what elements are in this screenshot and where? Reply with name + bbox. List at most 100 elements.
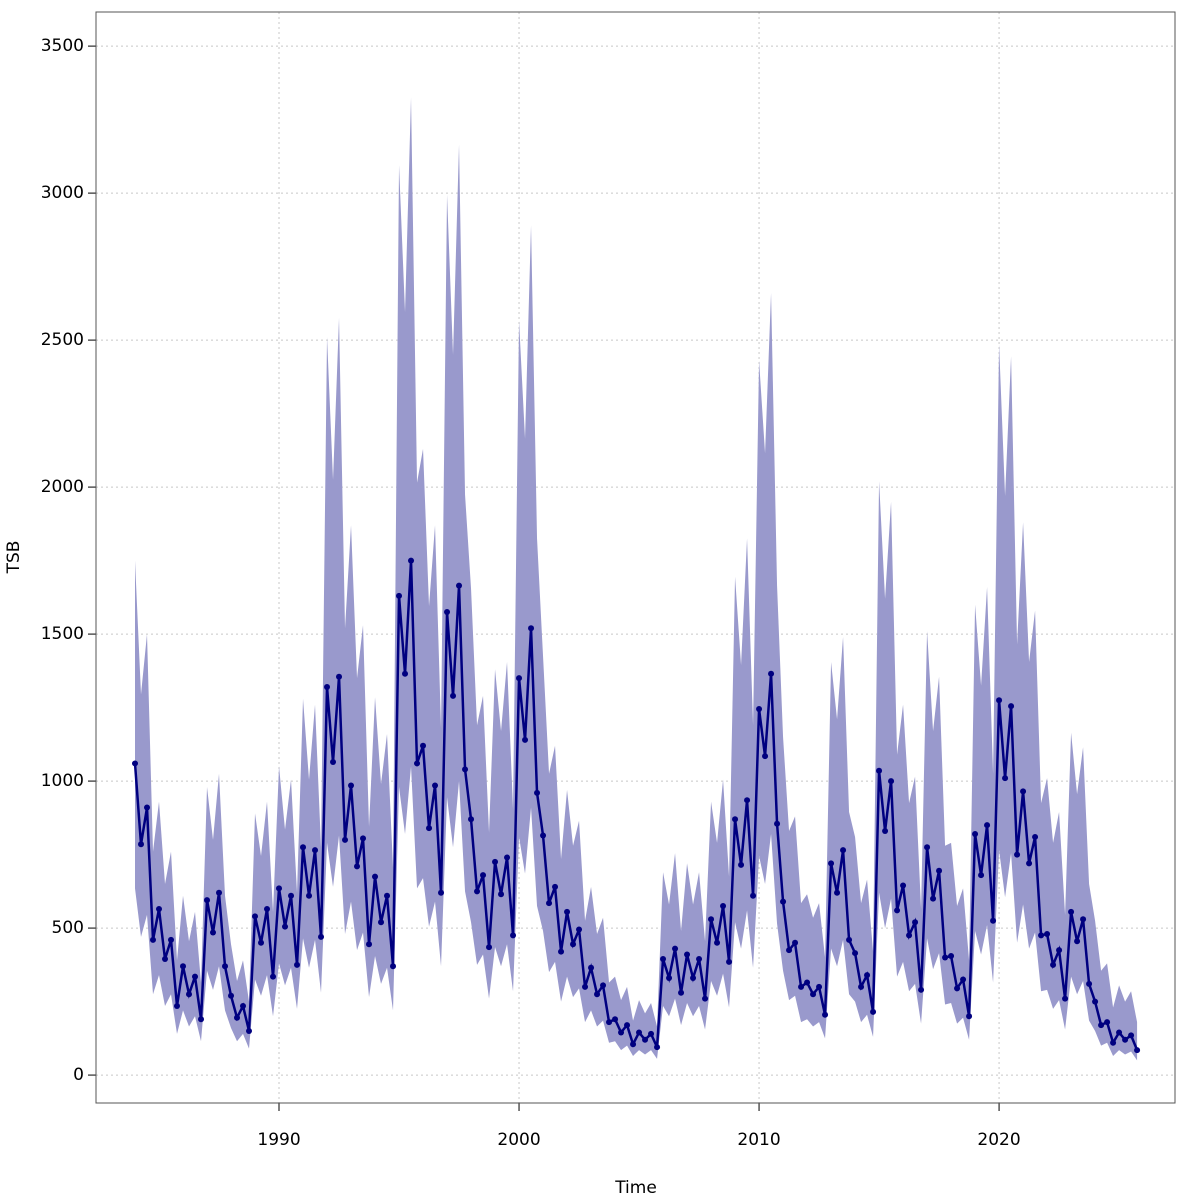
point <box>876 767 883 774</box>
point <box>204 897 211 904</box>
point <box>660 955 667 962</box>
point <box>828 860 835 867</box>
point <box>984 822 991 829</box>
point <box>252 913 259 920</box>
x-tick-label: 2010 <box>737 1130 780 1150</box>
point <box>318 933 325 940</box>
point <box>1062 995 1069 1002</box>
point <box>1104 1019 1111 1026</box>
point <box>222 963 229 970</box>
point <box>642 1036 649 1043</box>
point <box>174 1002 181 1009</box>
point <box>1074 938 1081 945</box>
point <box>684 951 691 958</box>
point <box>720 903 727 910</box>
point <box>1056 947 1063 954</box>
point <box>186 991 193 998</box>
point <box>438 889 445 896</box>
line <box>133 560 1139 1051</box>
point <box>348 782 355 789</box>
point <box>192 973 199 980</box>
point <box>534 789 541 796</box>
point <box>1026 860 1033 867</box>
point <box>774 820 781 827</box>
point <box>330 758 337 765</box>
point <box>504 854 511 861</box>
point <box>456 582 463 589</box>
point <box>846 936 853 943</box>
point <box>1116 1029 1123 1036</box>
point <box>354 863 361 870</box>
point <box>396 592 403 599</box>
point <box>402 670 409 677</box>
point <box>948 953 955 960</box>
point <box>762 753 769 760</box>
point <box>450 692 457 699</box>
point <box>906 932 913 939</box>
point <box>1068 908 1075 915</box>
point <box>702 995 709 1002</box>
x-tick-label: 2020 <box>977 1130 1020 1150</box>
plot-frame <box>95 11 1176 1104</box>
point <box>1032 833 1039 840</box>
point <box>1080 916 1087 923</box>
point <box>738 861 745 868</box>
point <box>666 975 673 982</box>
point <box>918 986 925 993</box>
point <box>486 944 493 951</box>
point <box>342 836 349 843</box>
point <box>696 955 703 962</box>
point <box>618 1029 625 1036</box>
point <box>804 979 811 986</box>
point <box>894 907 901 914</box>
point <box>528 625 535 632</box>
point <box>432 782 439 789</box>
point <box>324 684 331 691</box>
point <box>798 983 805 990</box>
point <box>582 983 589 990</box>
point <box>378 919 385 926</box>
point <box>756 706 763 713</box>
point <box>246 1027 253 1034</box>
point <box>648 1030 655 1037</box>
point <box>414 760 421 767</box>
point <box>600 982 607 989</box>
point <box>540 832 547 839</box>
y-tick-label: 0 <box>73 1065 84 1085</box>
point <box>366 941 373 948</box>
point <box>558 948 565 955</box>
point <box>180 963 187 970</box>
point <box>690 975 697 982</box>
point <box>1050 961 1057 968</box>
point <box>492 858 499 865</box>
point <box>162 955 169 962</box>
point <box>198 1016 205 1023</box>
point <box>282 923 289 930</box>
point <box>930 895 937 902</box>
point <box>1098 1022 1105 1029</box>
point <box>156 905 163 912</box>
point <box>840 847 847 854</box>
point <box>1092 998 1099 1005</box>
point <box>966 1013 973 1020</box>
point <box>216 889 223 896</box>
point <box>270 973 277 980</box>
point <box>1014 851 1021 858</box>
point <box>972 830 979 837</box>
point <box>960 976 967 983</box>
x-axis-label: Time <box>614 1178 657 1198</box>
point <box>498 891 505 898</box>
point <box>768 670 775 677</box>
point <box>480 872 487 879</box>
point <box>1002 775 1009 782</box>
point <box>786 947 793 954</box>
point <box>636 1029 643 1036</box>
point <box>288 892 295 899</box>
point <box>630 1041 637 1048</box>
y-tick-label: 3000 <box>41 183 84 203</box>
point <box>1086 980 1093 987</box>
point <box>780 898 787 905</box>
point <box>1110 1039 1117 1046</box>
point <box>228 992 235 999</box>
